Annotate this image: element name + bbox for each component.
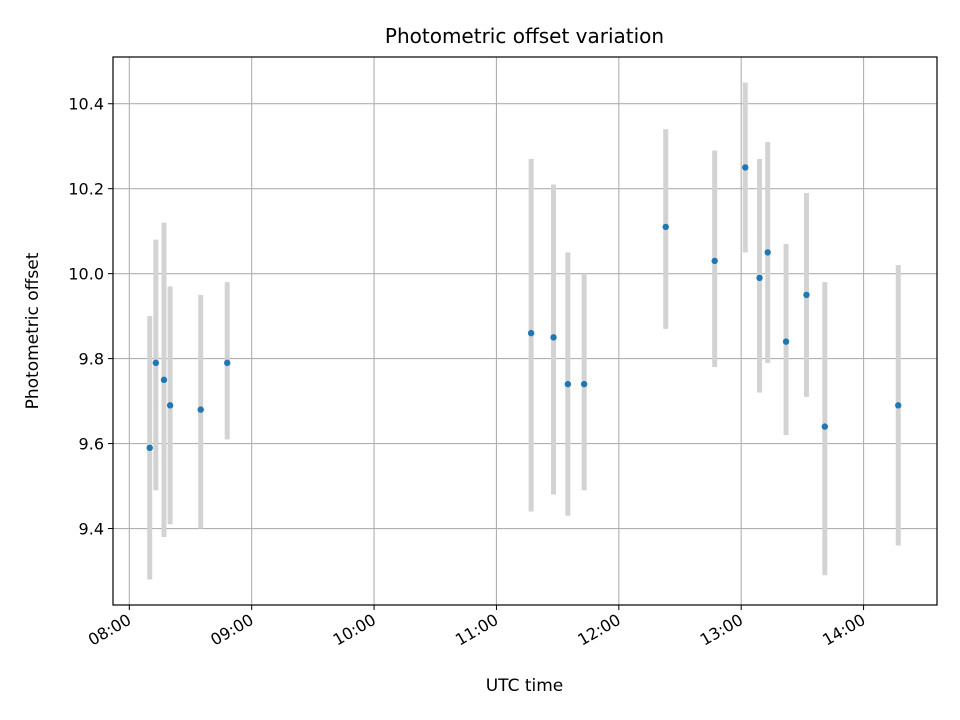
data-point	[803, 291, 810, 299]
y-tick-label: 10.0	[68, 265, 104, 284]
x-axis-title: UTC time	[486, 676, 564, 696]
data-point	[821, 423, 829, 430]
y-tick-label: 9.8	[79, 350, 104, 369]
grid	[113, 57, 937, 605]
data-point	[550, 334, 557, 341]
y-axis-title: Photometric offset	[23, 252, 43, 409]
data-point	[564, 380, 572, 388]
data-point	[742, 164, 749, 171]
data-point	[756, 274, 763, 282]
data-point	[224, 359, 231, 367]
y-tick-label: 9.4	[79, 520, 104, 539]
y-tick-label: 9.6	[79, 435, 104, 454]
data-point	[146, 444, 153, 452]
y-tick-label: 10.4	[68, 95, 104, 114]
data-point	[160, 376, 168, 384]
data-point	[895, 402, 902, 409]
data-point	[197, 406, 204, 413]
plot-area-frame	[112, 56, 938, 606]
data-point	[711, 257, 718, 265]
y-axis-ticks: 9.4 9.6 9.8 10.0 10.2 10.4	[68, 95, 113, 539]
data-point	[782, 338, 790, 345]
data-point	[764, 249, 771, 256]
data-point	[152, 359, 160, 367]
data-point	[527, 329, 535, 337]
chart-title: Photometric offset variation	[385, 24, 664, 48]
data-point	[580, 380, 588, 388]
data-point	[166, 402, 174, 409]
data-point	[662, 223, 669, 231]
data-points	[146, 164, 902, 452]
y-tick-label: 10.2	[68, 180, 104, 199]
